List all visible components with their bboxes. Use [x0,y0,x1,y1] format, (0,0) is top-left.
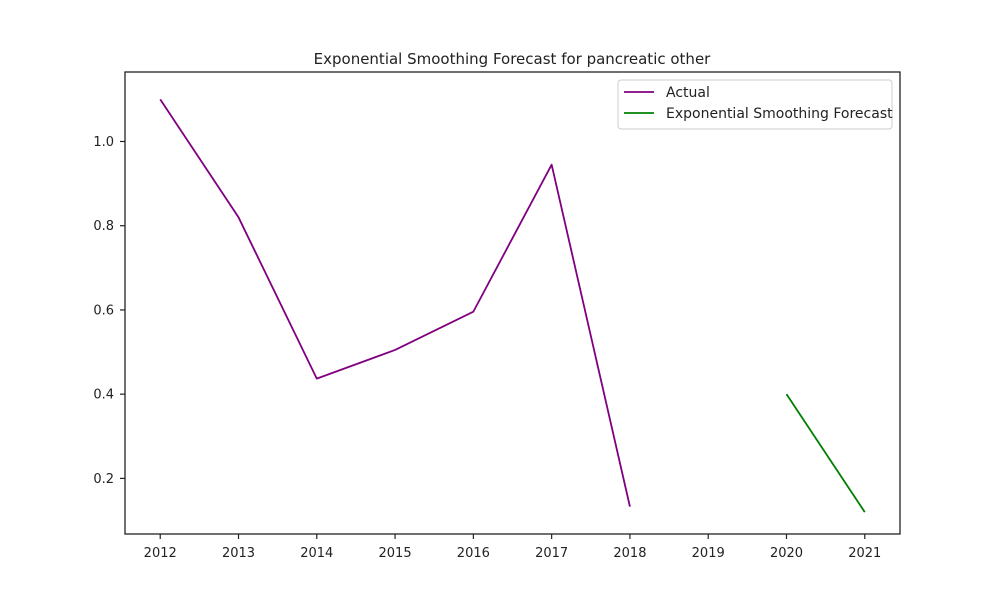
y-tick-label: 0.8 [93,219,114,234]
series-layer [159,98,866,513]
x-tick-label: 2017 [535,546,568,561]
y-tick-label: 1.0 [93,135,114,150]
x-tick-label: 2013 [222,546,255,561]
y-tick-label: 0.6 [93,303,114,318]
x-tick-label: 2014 [300,546,333,561]
x-tick-label: 2012 [144,546,177,561]
y-tick-label: 0.2 [93,472,114,487]
x-tick-label: 2015 [379,546,412,561]
x-tick-label: 2021 [848,546,881,561]
chart-title: Exponential Smoothing Forecast for pancr… [314,50,712,68]
y-tick-label: 0.4 [93,388,114,403]
plot-frame [124,71,901,535]
x-tick-label: 2018 [613,546,646,561]
x-tick-label: 2020 [770,546,803,561]
x-axis: 2012 2013 2014 2015 2016 2017 2018 2019 2020 2021 [144,534,881,561]
series-line-0 [159,98,631,507]
series-line-1 [785,393,866,513]
legend-entry-1: Exponential Smoothing Forecast [666,106,893,122]
legend: Actual Exponential Smoothing Forecast [617,79,893,130]
legend-entry-0: Actual [666,85,710,101]
legend-box [617,79,893,130]
x-tick-label: 2016 [457,546,490,561]
y-axis: 0.2 0.4 0.6 0.8 1.0 [93,135,125,487]
x-tick-label: 2019 [692,546,725,561]
